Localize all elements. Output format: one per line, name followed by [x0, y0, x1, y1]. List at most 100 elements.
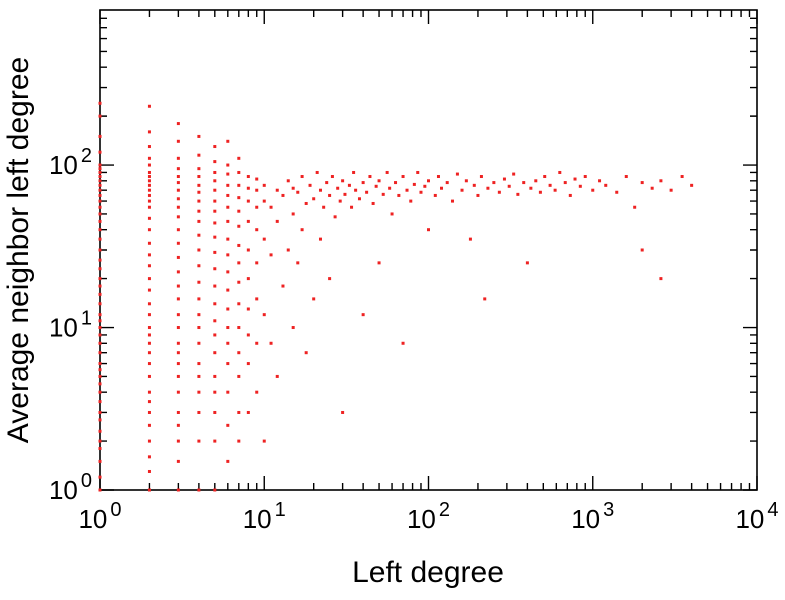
data-point [246, 199, 250, 203]
data-point [197, 313, 201, 317]
data-point [291, 326, 295, 330]
data-point [255, 205, 259, 209]
data-point [328, 193, 332, 197]
data-point [176, 326, 180, 330]
data-point [312, 197, 316, 201]
data-point [98, 400, 102, 404]
data-point [640, 248, 644, 252]
data-point [445, 181, 449, 185]
data-point [147, 216, 151, 220]
data-point [286, 179, 290, 183]
data-point [98, 175, 102, 179]
data-point [98, 292, 102, 296]
data-point [436, 175, 440, 179]
data-point [197, 167, 201, 171]
data-point [304, 201, 308, 205]
data-point [525, 261, 529, 265]
data-point [246, 248, 250, 252]
data-point [197, 390, 201, 394]
data-point [255, 228, 259, 232]
data-point [640, 181, 644, 185]
data-point [416, 170, 420, 174]
data-point [197, 341, 201, 345]
data-point [213, 179, 217, 183]
data-point [262, 183, 266, 187]
data-point [615, 190, 619, 194]
data-point [176, 197, 180, 201]
data-point [98, 101, 102, 105]
data-point [237, 261, 241, 265]
data-point [197, 153, 201, 157]
data-point [237, 224, 241, 228]
data-point [147, 488, 151, 492]
data-point [318, 188, 322, 192]
data-point [361, 313, 365, 317]
data-point [281, 193, 285, 197]
data-point [213, 188, 217, 192]
data-point [197, 410, 201, 414]
data-point [98, 219, 102, 223]
data-point [246, 307, 250, 311]
data-point [262, 237, 266, 241]
data-point [176, 228, 180, 232]
data-point [197, 209, 201, 213]
data-point [197, 488, 201, 492]
y-tick-label: 10 2 [49, 145, 92, 180]
x-tick-label: 10 0 [78, 499, 121, 534]
data-point [405, 188, 409, 192]
data-point [336, 186, 340, 190]
data-point [98, 319, 102, 323]
data-point [659, 179, 663, 183]
data-point [486, 186, 490, 190]
data-point [147, 179, 151, 183]
data-point [368, 175, 372, 179]
data-point [308, 183, 312, 187]
data-point [98, 134, 102, 138]
data-point [460, 188, 464, 192]
data-point [226, 423, 230, 427]
data-point [401, 341, 405, 345]
data-point [246, 410, 250, 414]
data-point [147, 241, 151, 245]
data-point [226, 326, 230, 330]
data-point [98, 258, 102, 262]
data-point [98, 284, 102, 288]
data-point [98, 150, 102, 154]
data-point [226, 139, 230, 143]
data-point [147, 199, 151, 203]
data-points [98, 101, 694, 492]
data-point [433, 193, 437, 197]
data-point [507, 184, 511, 188]
data-point [401, 175, 405, 179]
data-point [98, 447, 102, 451]
data-point [213, 170, 217, 174]
data-point [325, 181, 329, 185]
data-point [197, 439, 201, 443]
data-point [98, 179, 102, 183]
data-point [213, 302, 217, 306]
data-point [176, 351, 180, 355]
data-point [197, 248, 201, 252]
data-point [213, 351, 217, 355]
data-point [147, 313, 151, 317]
data-point [98, 248, 102, 252]
data-point [578, 184, 582, 188]
data-point [98, 459, 102, 463]
data-point [538, 190, 542, 194]
data-point [147, 469, 151, 473]
data-point [255, 341, 259, 345]
data-point [476, 193, 480, 197]
x-tick-label: 10 4 [735, 499, 778, 534]
data-point [377, 261, 381, 265]
data-point [176, 423, 180, 427]
data-point [255, 188, 259, 192]
data-point [598, 179, 602, 183]
data-point [534, 179, 538, 183]
y-axis-label: Average neighbor left degree [2, 57, 35, 443]
data-point [197, 374, 201, 378]
data-point [451, 199, 455, 203]
data-point [176, 255, 180, 259]
data-point [147, 205, 151, 209]
x-tick-label: 10 3 [571, 499, 614, 534]
